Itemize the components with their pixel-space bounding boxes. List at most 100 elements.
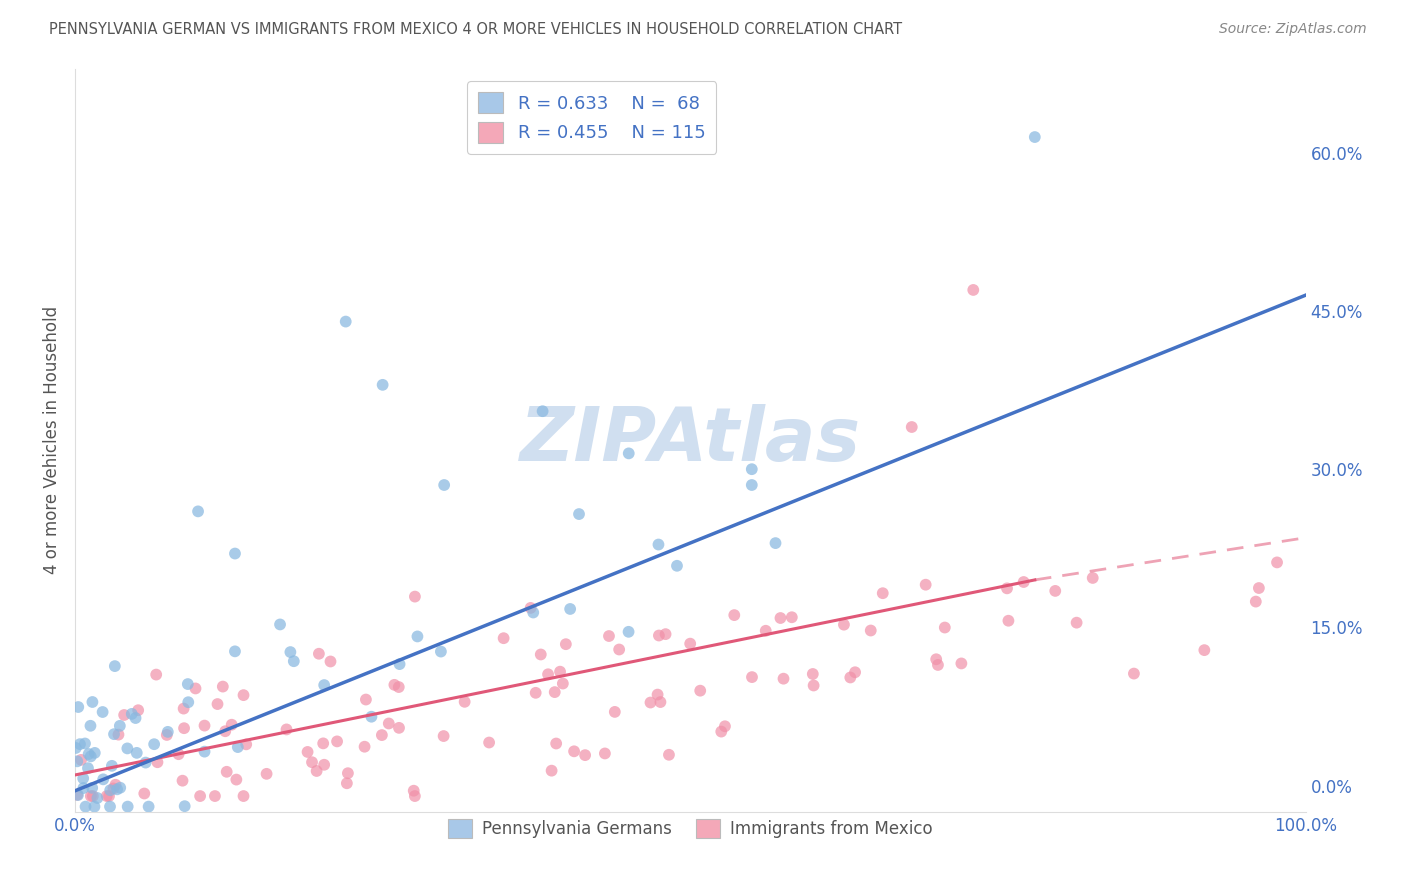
Point: [117, 741, 139, 756]
Point: [679, 637, 702, 651]
Point: [232, 789, 254, 803]
Point: [568, 507, 591, 521]
Point: [82, 695, 104, 709]
Point: [524, 686, 547, 700]
Point: [562, 744, 585, 758]
Point: [82, 789, 104, 803]
Point: [98, 799, 121, 814]
Point: [283, 654, 305, 668]
Point: [103, 781, 125, 796]
Point: [280, 645, 302, 659]
Point: [453, 695, 475, 709]
Point: [544, 685, 567, 699]
Point: [1081, 571, 1104, 585]
Point: [221, 717, 243, 731]
Point: [66, 788, 89, 802]
Point: [104, 778, 127, 792]
Point: [353, 739, 375, 754]
Point: [301, 756, 323, 770]
Point: [430, 644, 453, 658]
Point: [617, 624, 640, 639]
Point: [537, 667, 560, 681]
Point: [554, 637, 576, 651]
Point: [211, 680, 233, 694]
Point: [127, 703, 149, 717]
Point: [269, 617, 291, 632]
Point: [143, 737, 166, 751]
Point: [710, 724, 733, 739]
Point: [112, 708, 135, 723]
Point: [73, 737, 96, 751]
Point: [146, 756, 169, 770]
Point: [96, 789, 118, 803]
Point: [859, 624, 882, 638]
Point: [188, 789, 211, 803]
Point: [145, 667, 167, 681]
Point: [91, 772, 114, 787]
Point: [801, 667, 824, 681]
Point: [86, 791, 108, 805]
Point: [741, 462, 763, 476]
Point: [110, 780, 132, 795]
Point: [433, 729, 456, 743]
Point: [765, 536, 787, 550]
Point: [522, 606, 544, 620]
Point: [107, 728, 129, 742]
Point: [548, 665, 571, 679]
Point: [72, 780, 94, 795]
Point: [934, 621, 956, 635]
Text: ZIPAtlas: ZIPAtlas: [520, 404, 860, 476]
Point: [755, 624, 778, 638]
Point: [530, 648, 553, 662]
Point: [177, 695, 200, 709]
Point: [546, 737, 568, 751]
Point: [79, 719, 101, 733]
Point: [741, 478, 763, 492]
Point: [962, 283, 984, 297]
Point: [689, 683, 711, 698]
Point: [98, 789, 121, 803]
Point: [276, 723, 298, 737]
Point: [388, 680, 411, 694]
Point: [714, 719, 737, 733]
Point: [354, 692, 377, 706]
Point: [404, 590, 426, 604]
Point: [224, 644, 246, 658]
Point: [69, 737, 91, 751]
Point: [617, 446, 640, 460]
Point: [312, 736, 335, 750]
Point: [173, 701, 195, 715]
Point: [1066, 615, 1088, 630]
Point: [647, 537, 669, 551]
Point: [371, 728, 394, 742]
Point: [658, 747, 681, 762]
Point: [769, 611, 792, 625]
Point: [402, 783, 425, 797]
Point: [72, 772, 94, 786]
Point: [214, 724, 236, 739]
Point: [67, 700, 90, 714]
Point: [360, 709, 382, 723]
Point: [723, 608, 745, 623]
Point: [232, 688, 254, 702]
Point: [70, 753, 93, 767]
Point: [647, 688, 669, 702]
Point: [540, 764, 562, 778]
Point: [927, 657, 949, 672]
Point: [1024, 130, 1046, 145]
Point: [336, 766, 359, 780]
Point: [125, 746, 148, 760]
Point: [433, 478, 456, 492]
Text: PENNSYLVANIA GERMAN VS IMMIGRANTS FROM MEXICO 4 OR MORE VEHICLES IN HOUSEHOLD CO: PENNSYLVANIA GERMAN VS IMMIGRANTS FROM M…: [49, 22, 903, 37]
Point: [226, 740, 249, 755]
Point: [83, 799, 105, 814]
Point: [371, 377, 394, 392]
Point: [134, 787, 156, 801]
Point: [551, 676, 574, 690]
Point: [832, 617, 855, 632]
Legend: Pennsylvania Germans, Immigrants from Mexico: Pennsylvania Germans, Immigrants from Me…: [441, 812, 939, 845]
Point: [172, 773, 194, 788]
Point: [256, 767, 278, 781]
Point: [560, 602, 582, 616]
Point: [193, 745, 215, 759]
